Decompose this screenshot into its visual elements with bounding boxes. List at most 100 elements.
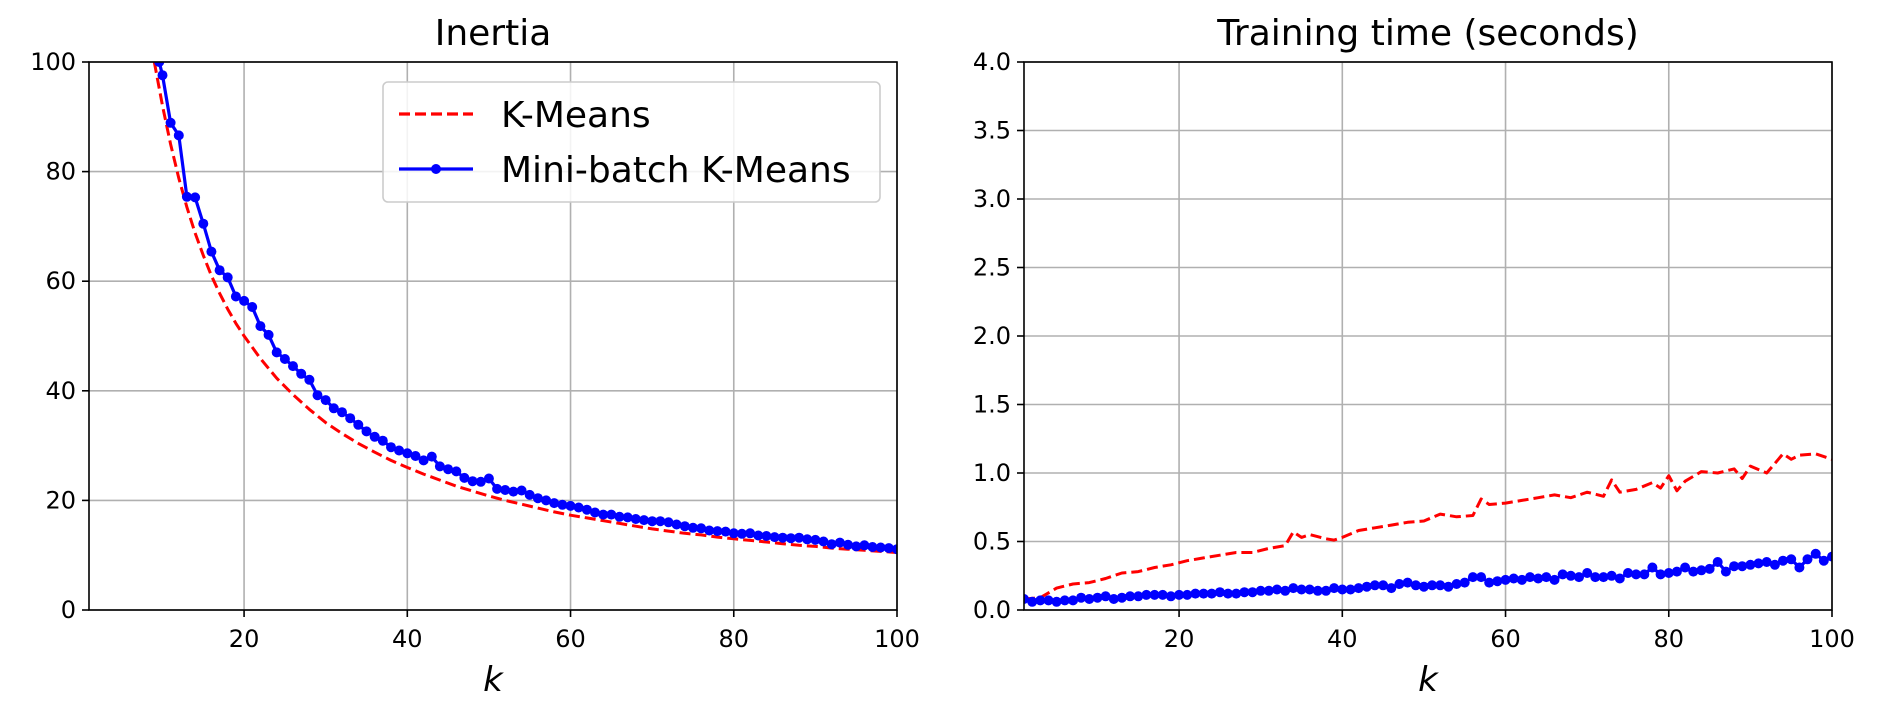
data-point xyxy=(1729,561,1740,572)
data-point xyxy=(851,541,862,552)
data-point xyxy=(532,493,543,504)
x-axis-label: k xyxy=(483,660,504,700)
data-point xyxy=(1606,570,1617,581)
data-point xyxy=(1255,585,1266,596)
data-point xyxy=(1223,588,1233,599)
data-point xyxy=(1541,572,1552,583)
data-point xyxy=(859,540,870,551)
data-point xyxy=(288,361,298,372)
data-point xyxy=(1476,572,1487,583)
data-point xyxy=(834,537,845,548)
data-point xyxy=(1663,568,1674,578)
data-point xyxy=(581,504,592,515)
legend-box xyxy=(382,81,881,203)
data-point xyxy=(883,543,894,554)
series-mini-batch-k-means xyxy=(154,62,897,555)
y-tick-label: 3.5 xyxy=(973,117,1011,145)
data-point xyxy=(1198,588,1209,599)
data-point xyxy=(1467,572,1478,583)
data-point xyxy=(198,218,209,229)
data-point xyxy=(1141,589,1152,600)
data-point xyxy=(524,489,535,500)
data-point xyxy=(1231,588,1242,599)
data-point xyxy=(508,486,519,497)
data-point xyxy=(794,532,805,543)
data-point xyxy=(843,539,853,550)
x-tick-label: 40 xyxy=(1327,625,1358,653)
data-point xyxy=(1410,580,1421,591)
data-point xyxy=(1304,584,1315,595)
data-point xyxy=(1533,573,1544,584)
data-point xyxy=(1696,565,1707,576)
data-point xyxy=(720,526,731,537)
data-point xyxy=(173,130,184,141)
data-point xyxy=(1598,572,1609,583)
data-point xyxy=(1116,592,1127,603)
data-point xyxy=(1484,577,1495,588)
data-point xyxy=(1565,570,1576,581)
data-point xyxy=(337,407,347,418)
y-tick-label: 0.5 xyxy=(973,528,1011,556)
data-point xyxy=(826,539,837,550)
data-point xyxy=(1516,574,1527,585)
data-point xyxy=(239,295,250,306)
data-point xyxy=(1296,584,1307,595)
data-point xyxy=(875,542,886,553)
y-tick-label: 40 xyxy=(45,377,76,405)
data-point xyxy=(598,509,609,520)
data-point xyxy=(1092,592,1103,603)
plot-area xyxy=(152,62,897,555)
data-point xyxy=(1321,585,1331,596)
y-tick-label: 2.5 xyxy=(973,254,1011,282)
data-point xyxy=(1623,568,1633,578)
legend-marker xyxy=(431,164,441,174)
x-tick-label: 80 xyxy=(1653,625,1684,653)
data-point xyxy=(1500,574,1511,585)
data-point xyxy=(475,476,486,487)
data-point xyxy=(271,347,282,358)
data-point xyxy=(1802,554,1813,565)
data-point xyxy=(1280,585,1291,596)
data-point xyxy=(1157,589,1168,600)
data-point xyxy=(1818,555,1829,566)
data-point xyxy=(206,246,217,257)
x-tick-label: 20 xyxy=(229,625,260,653)
data-point xyxy=(1549,574,1560,585)
data-point xyxy=(500,485,511,495)
data-point xyxy=(386,442,396,453)
data-point xyxy=(1361,581,1372,592)
data-point xyxy=(565,500,576,511)
data-point xyxy=(777,532,788,543)
data-point xyxy=(1614,573,1625,584)
series-k-means xyxy=(152,62,897,554)
x-tick-label: 20 xyxy=(1164,625,1195,653)
data-point xyxy=(1288,583,1299,594)
legend-label: K-Means xyxy=(501,95,651,136)
data-point xyxy=(647,516,658,527)
data-point xyxy=(1435,580,1446,591)
data-point xyxy=(1100,591,1111,602)
data-point xyxy=(549,498,560,509)
data-point xyxy=(1353,583,1364,594)
data-point xyxy=(1125,591,1136,602)
y-tick-label: 20 xyxy=(45,486,76,514)
data-point xyxy=(1631,569,1642,580)
data-point xyxy=(1043,595,1054,606)
x-tick-label: 60 xyxy=(555,625,586,653)
data-point xyxy=(434,461,445,472)
x-tick-label: 100 xyxy=(874,625,920,653)
data-point xyxy=(394,445,405,456)
data-point xyxy=(704,525,715,536)
data-point xyxy=(1214,587,1225,598)
data-point xyxy=(483,473,494,484)
data-point xyxy=(1427,580,1438,591)
data-point xyxy=(1345,584,1356,595)
data-point xyxy=(1557,569,1568,580)
series-line xyxy=(152,62,897,554)
data-point xyxy=(304,374,315,385)
legend: K-Means Mini-batch K-Means xyxy=(382,81,881,203)
data-point xyxy=(769,532,780,543)
y-tick-label: 1.5 xyxy=(973,391,1011,419)
data-point xyxy=(573,502,584,513)
data-point xyxy=(451,466,462,477)
